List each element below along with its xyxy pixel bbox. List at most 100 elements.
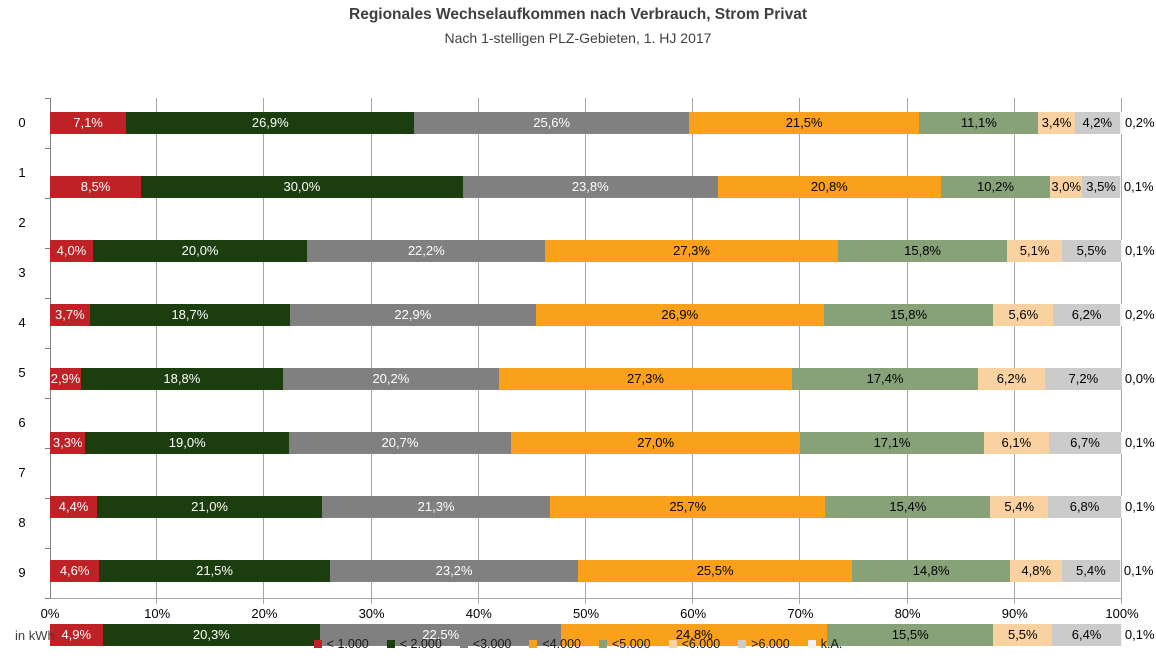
bar-segment: 4,0% [50, 240, 93, 262]
x-tick-label: 40% [465, 606, 492, 621]
legend-label: <5.000 [611, 637, 651, 651]
bar-segment: 27,3% [499, 368, 792, 390]
segment-value-label: 4,6% [59, 563, 90, 578]
legend-swatch [386, 640, 395, 648]
legend-swatch [459, 640, 468, 648]
segment-value-label: 21,0% [191, 499, 228, 514]
bar-segment: 11,1% [919, 112, 1039, 134]
legend-label: < 1.000 [326, 637, 369, 651]
legend-item: k.A. [807, 637, 842, 651]
stacked-bar: 4,9% 20,3% 22,5% 24,8% 15,5% 5,5% 6,4% 0,1% [50, 624, 1155, 646]
x-tick-label: 10% [144, 606, 171, 621]
segment-value-label: 0,1% [1124, 627, 1155, 642]
segment-value-label: 27,3% [673, 243, 710, 258]
x-axis-labels: 0% 10% 20% 30% 40% 50% 60% 70% 80% 90% 100% [41, 606, 1139, 622]
bar-row: 4,0% 20,0% 22,2% 27,3% 15,8% 5,1% 5,5% 0,1% [50, 240, 1155, 290]
segment-value-label: 15,4% [889, 499, 927, 514]
bar-segment: 23,2% [329, 560, 579, 582]
legend-swatch [313, 640, 322, 648]
segment-value-label: 19,0% [168, 435, 206, 450]
bar-row: 3,7% 18,7% 22,9% 26,9% 15,8% 5,6% 6,2% 0,2% [50, 304, 1155, 354]
category-label: 4 [18, 315, 26, 330]
segment-value-label: 2,9% [50, 371, 81, 386]
axis-tick [45, 448, 50, 449]
segment-value-label: 24,8% [675, 627, 713, 642]
gridline [1121, 98, 1122, 604]
segment-value-label: 5,4% [1076, 563, 1106, 578]
stacked-bar: 2,9% 18,8% 20,2% 27,3% 17,4% 6,2% 7,2% 0,0% [50, 368, 1155, 390]
segment-value-label: 5,6% [1008, 307, 1039, 322]
stacked-bar: 3,7% 18,7% 22,9% 26,9% 15,8% 5,6% 6,2% 0,2% [50, 304, 1155, 326]
bar-segment: 8,5% [50, 176, 142, 198]
bar-row: 4,6% 21,5% 23,2% 25,5% 14,8% 4,8% 5,4% 0,1% [50, 560, 1154, 610]
bar-segment: 6,8% [1048, 496, 1121, 518]
segment-value-label: 3,5% [1086, 179, 1116, 194]
segment-value-label: 14,8% [912, 563, 950, 578]
segment-value-label: 27,3% [627, 371, 664, 386]
segment-value-label: 0,1% [1123, 179, 1154, 194]
axis-tick [45, 148, 50, 149]
bar-segment: 15,4% [825, 496, 991, 518]
bar-segment: 21,3% [322, 496, 551, 518]
legend-item: >6.000 [738, 637, 790, 651]
bar-segment: 0,1% [1120, 624, 1155, 646]
segment-value-label: 6,4% [1071, 627, 1102, 642]
legend-label: <3.000 [472, 637, 512, 651]
legend-label: <6.000 [681, 637, 721, 651]
segment-value-label: 0,2% [1124, 115, 1155, 130]
bar-segment: 15,5% [827, 624, 994, 646]
stacked-bar: 4,4% 21,0% 21,3% 25,7% 15,4% 5,4% 6,8% 0,1% [50, 496, 1155, 518]
bar-row: 7,1% 26,9% 25,6% 21,5% 11,1% 3,4% 4,2% 0,2% [50, 112, 1155, 162]
segment-value-label: 3,0% [1051, 179, 1082, 194]
segment-value-label: 6,2% [1071, 307, 1102, 322]
bar-segment: 27,3% [545, 240, 838, 262]
bar-segment: 21,5% [688, 112, 920, 134]
category-label: 7 [18, 465, 26, 480]
bar-row: 4,4% 21,0% 21,3% 25,7% 15,4% 5,4% 6,8% 0,1% [50, 496, 1155, 546]
x-tick-label: 80% [894, 606, 921, 621]
stacked-bar: 3,3% 19,0% 20,7% 27,0% 17,1% 6,1% 6,7% 0,1% [50, 432, 1155, 454]
axis-tick [45, 98, 50, 99]
bar-segment: 4,4% [50, 496, 98, 518]
segment-value-label: 0,1% [1123, 563, 1154, 578]
bar-row: 8,5% 30,0% 23,8% 20,8% 10,2% 3,0% 3,5% 0,1% [50, 176, 1154, 226]
segment-value-label: 20,2% [372, 371, 410, 386]
gridline [799, 98, 801, 604]
gridline [156, 98, 158, 604]
segment-value-label: 11,1% [960, 115, 997, 130]
gridline [906, 98, 908, 604]
bar-segment: 23,8% [462, 176, 718, 198]
bar-segment: 22,5% [320, 624, 562, 646]
x-tick-label: 90% [1001, 606, 1028, 621]
segment-value-label: 5,5% [1007, 627, 1038, 642]
segment-value-label: 17,1% [873, 435, 911, 450]
segment-value-label: 25,6% [533, 115, 571, 130]
bar-segment: 18,8% [81, 368, 283, 390]
legend-swatch [807, 640, 816, 648]
segment-value-label: 26,9% [661, 307, 699, 322]
legend-item: < 1.000 [313, 637, 369, 651]
legend-swatch [738, 640, 747, 648]
segment-value-label: 7,2% [1068, 371, 1099, 386]
segment-value-label: 20,7% [381, 435, 419, 450]
bar-segment: 25,7% [550, 496, 826, 518]
x-tick-label: 0% [40, 606, 60, 621]
bar-segment: 20,7% [289, 432, 511, 454]
plot-area: 7,1% 26,9% 25,6% 21,5% 11,1% 3,4% 4,2% 0,2% 8,5%… [45, 98, 1155, 646]
bar-segment: 0,1% [1120, 496, 1155, 518]
bar-segment: 3,5% [1082, 176, 1120, 198]
bar-segment: 0,1% [1120, 432, 1155, 454]
segment-value-label: 25,7% [669, 499, 707, 514]
segment-value-label: 0,0% [1124, 371, 1155, 386]
segment-value-label: 15,8% [890, 307, 928, 322]
axis-tick [45, 298, 50, 299]
category-label: 3 [18, 265, 26, 280]
bar-segment: 25,5% [578, 560, 852, 582]
bar-segment: 26,9% [535, 304, 824, 326]
category-label: 6 [18, 415, 26, 430]
bar-segment: 27,0% [510, 432, 801, 454]
legend-item: <3.000 [459, 637, 512, 651]
segment-value-label: 0,1% [1124, 243, 1155, 258]
bar-segment: 19,0% [85, 432, 290, 454]
axis-tick [45, 598, 50, 599]
